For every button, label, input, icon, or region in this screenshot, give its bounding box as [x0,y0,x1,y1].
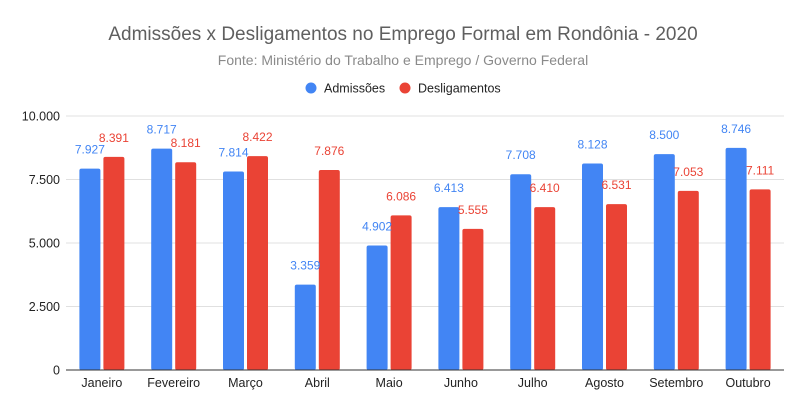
bar-admissoes[interactable] [294,284,316,370]
bar-desligamentos[interactable] [103,156,125,370]
chart-subtitle: Fonte: Ministério do Trabalho e Emprego … [218,52,588,68]
legend-item-desligamentos[interactable]: Desligamentos [399,82,501,96]
x-tick-label: Junho [444,376,478,390]
y-tick-label: 7.500 [29,173,60,187]
y-tick-label: 5.000 [29,237,60,251]
chart-title: Admissões x Desligamentos no Emprego For… [108,24,697,45]
bar-admissoes[interactable] [438,207,460,370]
bar-admissoes[interactable] [582,163,603,370]
data-label: 6.086 [386,189,416,203]
y-tick-label: 2.500 [29,300,60,314]
bar-desligamentos[interactable] [247,156,268,370]
bar-desligamentos[interactable] [390,215,412,370]
y-tick-label: 10.000 [22,110,60,124]
legend-item-admissoes[interactable]: Admissões [305,82,386,96]
legend-swatch-admissoes [305,82,317,94]
bars [79,147,771,370]
bar-admissoes[interactable] [653,154,675,370]
x-tick-label: Março [228,376,263,390]
bar-admissoes[interactable] [79,168,101,370]
data-label: 8.746 [721,122,751,136]
x-tick-label: Abril [305,376,330,390]
y-axis-ticks: 0 2.500 5.000 7.500 10.000 [22,110,60,378]
data-label: 7.876 [314,144,344,158]
bar-desligamentos[interactable] [606,204,627,370]
data-label: 8.422 [242,130,272,144]
x-tick-label: Fevereiro [147,376,200,390]
legend: Admissões Desligamentos [305,82,501,96]
data-label: 6.413 [434,181,464,195]
x-tick-label: Maio [376,376,403,390]
x-tick-label: Setembro [649,376,703,390]
bar-desligamentos[interactable] [318,169,340,370]
data-label: 3.359 [290,259,320,273]
bar-admissoes[interactable] [510,174,532,370]
data-label: 6.410 [530,181,560,195]
data-label: 7.814 [218,146,248,160]
bar-desligamentos[interactable] [677,190,699,370]
data-label: 8.181 [171,136,201,150]
bar-desligamentos[interactable] [749,189,771,370]
data-label: 7.111 [746,163,775,177]
x-tick-label: Outubro [726,376,771,390]
data-label: 8.500 [649,128,679,142]
bar-admissoes[interactable] [151,148,173,370]
y-tick-label: 0 [53,364,60,378]
data-label: 8.128 [577,138,607,152]
bar-admissoes[interactable] [366,245,388,370]
data-label: 7.053 [673,165,703,179]
data-label: 7.708 [506,148,536,162]
bar-admissoes[interactable] [223,171,244,370]
data-label: 6.531 [601,178,631,192]
legend-label-desligamentos: Desligamentos [418,82,501,96]
x-tick-label: Julho [518,376,548,390]
data-label: 8.717 [147,123,177,137]
x-axis-ticks: Janeiro Fevereiro Março Abril Maio Junho Julho… [81,376,770,390]
bar-desligamentos[interactable] [462,228,484,370]
legend-swatch-desligamentos [399,82,411,94]
bar-admissoes[interactable] [725,147,747,370]
x-tick-label: Agosto [585,376,624,390]
bar-desligamentos[interactable] [175,162,197,370]
data-label: 5.555 [458,203,488,217]
legend-label-admissoes: Admissões [324,82,385,96]
x-tick-label: Janeiro [81,376,122,390]
data-label: 7.927 [75,143,105,157]
data-label: 4.902 [362,219,392,233]
bar-desligamentos[interactable] [534,207,556,370]
data-label: 8.391 [99,131,129,145]
